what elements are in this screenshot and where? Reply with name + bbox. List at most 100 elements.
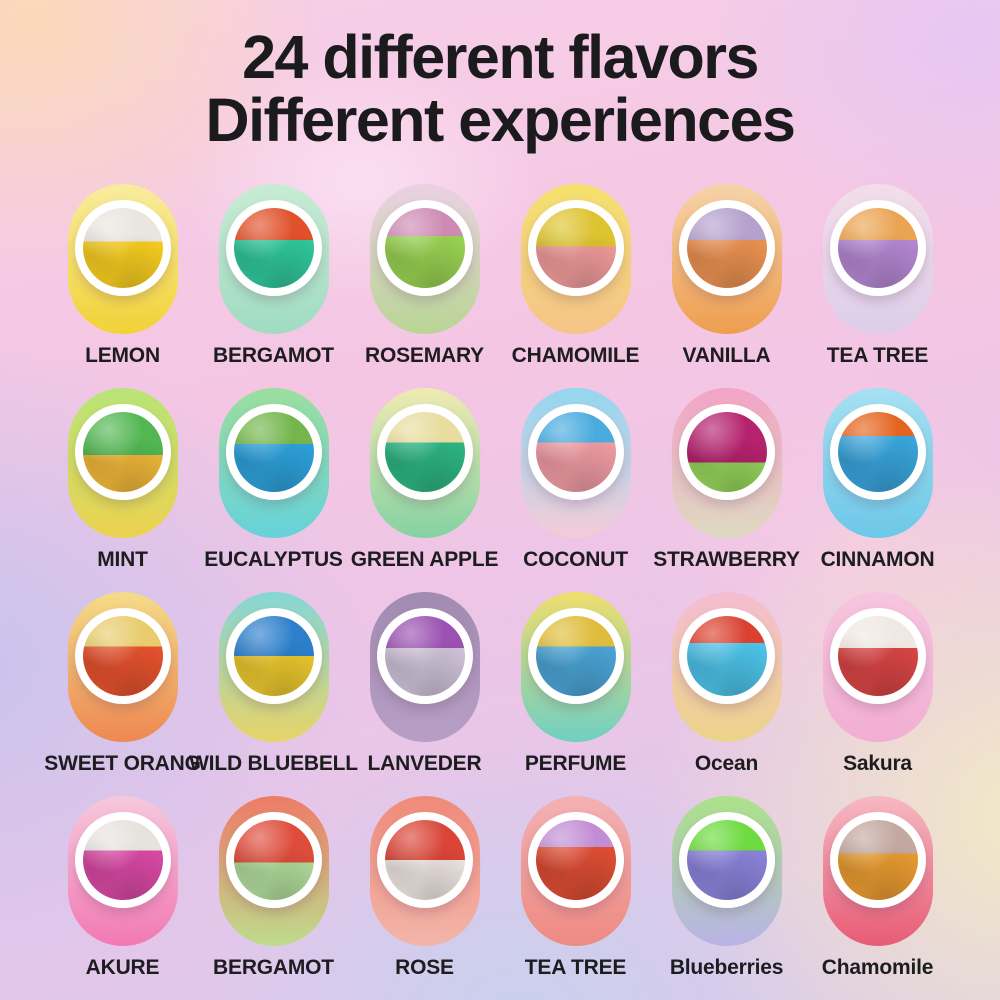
bath-bomb-ball [82, 411, 163, 492]
bath-bomb-capsule [67, 183, 178, 334]
flavor-label: SWEET ORANG [44, 751, 201, 775]
bath-bomb-capsule [671, 795, 782, 946]
flavor-label: WILD BLUEBELL [189, 751, 358, 775]
bath-bomb-ball [384, 819, 465, 900]
flavor-label: BERGAMOT [213, 343, 334, 367]
bath-bomb-ball [686, 411, 767, 492]
bath-bomb-ball [686, 207, 767, 288]
bath-bomb-ball [837, 819, 918, 900]
title-line-2: Different experiences [205, 85, 796, 154]
bath-bomb-ring [829, 607, 926, 704]
flavor-card-lanveder: LANVEDER [368, 591, 482, 776]
bath-bomb-capsule [67, 795, 178, 946]
flavor-label: ROSE [395, 955, 454, 979]
flavor-card-sweet-orang: SWEET ORANG [44, 591, 201, 776]
bath-bomb-ball [837, 615, 918, 696]
flavor-label: Blueberries [669, 955, 784, 979]
flavor-label: EUCALYPTUS [204, 547, 343, 571]
flavor-card-tea-tree: TEA TREE [520, 795, 631, 980]
bath-bomb-ring [225, 403, 322, 500]
bath-bomb-capsule [218, 795, 329, 946]
flavor-label: PERFUME [524, 751, 627, 775]
bath-bomb-capsule [822, 795, 933, 946]
bath-bomb-ring [376, 199, 473, 296]
bath-bomb-ring [376, 403, 473, 500]
bath-bomb-capsule [520, 795, 631, 946]
flavor-label: Sakura [843, 751, 912, 775]
bath-bomb-capsule [671, 591, 782, 742]
bath-bomb-ring [678, 199, 775, 296]
bath-bomb-ring [829, 199, 926, 296]
bath-bomb-ring [527, 607, 624, 704]
flavor-label: MINT [97, 547, 148, 571]
flavor-card-chamomile: Chamomile [821, 795, 934, 980]
bath-bomb-capsule [67, 591, 178, 742]
bath-bomb-ball [535, 207, 616, 288]
bath-bomb-capsule [822, 387, 933, 538]
bath-bomb-ring [74, 607, 171, 704]
bath-bomb-capsule [369, 591, 480, 742]
flavor-label: LEMON [85, 343, 160, 367]
bath-bomb-ball [233, 411, 314, 492]
bath-bomb-capsule [369, 387, 480, 538]
bath-bomb-capsule [218, 591, 329, 742]
bath-bomb-capsule [520, 183, 631, 334]
flavor-label: COCONUT [523, 547, 628, 571]
flavor-card-cinnamon: CINNAMON [821, 387, 935, 572]
flavor-label: BERGAMOT [213, 955, 334, 979]
flavor-label: STRAWBERRY [653, 547, 800, 571]
bath-bomb-ball [535, 411, 616, 492]
flavor-card-eucalyptus: EUCALYPTUS [204, 387, 343, 572]
flavor-card-mint: MINT [67, 387, 178, 572]
flavor-card-bergamot: BERGAMOT [213, 795, 334, 980]
flavor-label: CHAMOMILE [511, 343, 640, 367]
flavor-card-ocean: Ocean [671, 591, 782, 776]
bath-bomb-capsule [671, 183, 782, 334]
bath-bomb-ring [74, 403, 171, 500]
bath-bomb-ball [233, 819, 314, 900]
bath-bomb-capsule [520, 387, 631, 538]
bath-bomb-ring [678, 403, 775, 500]
bath-bomb-ring [527, 199, 624, 296]
flavor-card-wild-bluebell: WILD BLUEBELL [189, 591, 358, 776]
bath-bomb-ball [384, 207, 465, 288]
flavor-card-akure: AKURE [67, 795, 178, 980]
flavor-label: AKURE [85, 955, 160, 979]
flavor-grid: LEMON BERGAMOT ROSEMARY CHAMOMILE [0, 183, 1000, 980]
bath-bomb-capsule [671, 387, 782, 538]
bath-bomb-ball [535, 819, 616, 900]
bath-bomb-ball [82, 615, 163, 696]
bath-bomb-ring [829, 811, 926, 908]
flavor-label: TEA TREE [524, 955, 627, 979]
flavor-card-strawberry: STRAWBERRY [653, 387, 800, 572]
flavor-label: Ocean [694, 751, 759, 775]
bath-bomb-ring [74, 811, 171, 908]
bath-bomb-ball [82, 207, 163, 288]
flavor-card-sakura: Sakura [822, 591, 933, 776]
bath-bomb-ball [82, 819, 163, 900]
bath-bomb-ring [678, 607, 775, 704]
bath-bomb-capsule [67, 387, 178, 538]
bath-bomb-capsule [822, 183, 933, 334]
flavor-card-blueberries: Blueberries [669, 795, 784, 980]
bath-bomb-ball [837, 207, 918, 288]
flavor-card-rose: ROSE [369, 795, 480, 980]
bath-bomb-ball [686, 819, 767, 900]
flavor-card-chamomile: CHAMOMILE [512, 183, 640, 368]
bath-bomb-ball [233, 207, 314, 288]
bath-bomb-ring [225, 607, 322, 704]
flavor-card-tea-tree: TEA TREE [822, 183, 933, 368]
flavor-card-coconut: COCONUT [520, 387, 631, 572]
bath-bomb-ring [678, 811, 775, 908]
title-line-1: 24 different flavors [242, 23, 759, 91]
bath-bomb-ring [225, 811, 322, 908]
bath-bomb-capsule [520, 591, 631, 742]
flavor-label: VANILLA [682, 343, 771, 367]
flavor-card-green-apple: GREEN APPLE [351, 387, 498, 572]
bath-bomb-ball [384, 411, 465, 492]
flavor-card-perfume: PERFUME [520, 591, 631, 776]
flavor-label: Chamomile [821, 955, 934, 979]
flavor-label: TEA TREE [826, 343, 929, 367]
bath-bomb-capsule [369, 795, 480, 946]
